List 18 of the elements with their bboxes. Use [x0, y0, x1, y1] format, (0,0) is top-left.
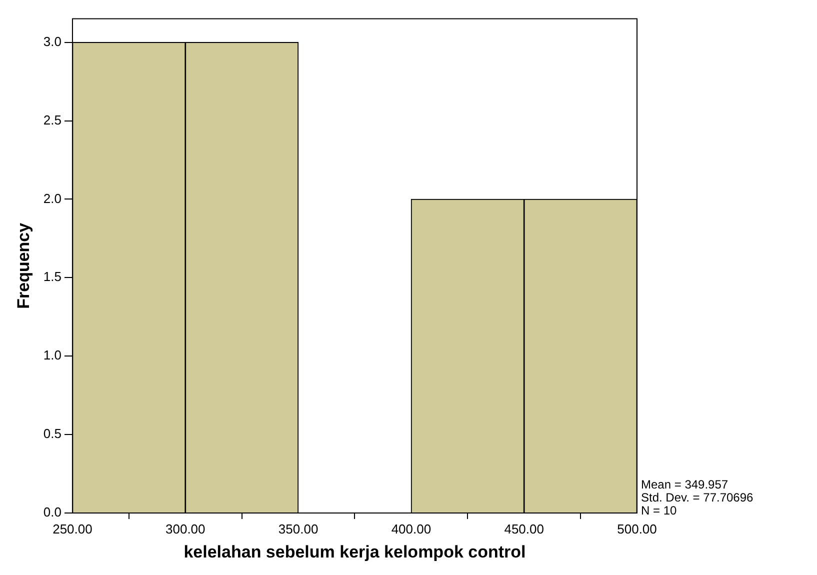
x-tick-label: 350.00 — [278, 521, 318, 536]
x-tick-label: 300.00 — [165, 521, 206, 536]
x-axis-title: kelelahan sebelum kerja kelompok control — [184, 542, 526, 562]
y-tick-label: 1.5 — [43, 269, 62, 284]
y-tick-label: 0.5 — [43, 426, 62, 442]
y-tick-label: 2.0 — [43, 190, 62, 206]
y-tick-label: 2.5 — [43, 112, 62, 128]
y-tick-label: 0.0 — [43, 504, 62, 520]
y-tick-label: 3.0 — [43, 34, 62, 49]
y-axis-title: Frequency — [14, 222, 33, 309]
x-tick-label: 450.00 — [504, 521, 544, 536]
text: Std. Dev. = 77.70696 — [641, 490, 754, 504]
x-tick-label: 400.00 — [391, 521, 432, 536]
text: Mean = 349.957 — [641, 477, 728, 492]
x-tick-label: 250.00 — [52, 521, 92, 536]
y-tick-label: 1.0 — [43, 348, 62, 363]
x-tick-label: 500.00 — [617, 521, 657, 536]
text: N = 10 — [641, 503, 678, 518]
